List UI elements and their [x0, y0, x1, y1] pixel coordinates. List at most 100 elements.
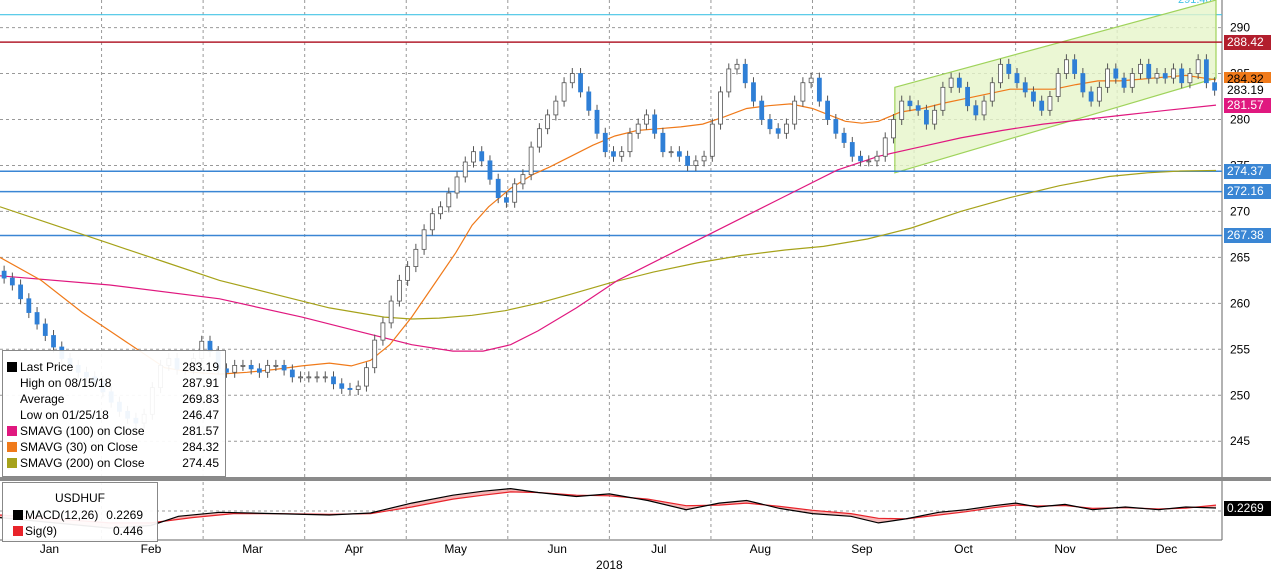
legend-value: 274.45: [182, 456, 219, 470]
price-candle: [693, 160, 699, 166]
price-candle: [816, 77, 822, 102]
price-candle: [891, 119, 896, 139]
price-candle: [899, 100, 905, 120]
legend-value: 283.19: [182, 360, 219, 374]
value-tag: 281.57: [1224, 97, 1271, 113]
price-candle: [380, 322, 386, 341]
legend-swatch: [7, 458, 17, 468]
price-candle: [1129, 73, 1135, 88]
price-candle: [956, 77, 962, 88]
price-candle: [298, 376, 303, 379]
price-candle: [611, 151, 616, 157]
price-candle: [9, 277, 15, 286]
x-tick-label: Apr: [345, 542, 364, 556]
price-candle: [940, 86, 946, 111]
legend-value: 284.32: [182, 440, 219, 454]
x-tick-label: Oct: [954, 542, 973, 556]
year-label: 2018: [596, 558, 623, 572]
price-candle: [553, 100, 559, 116]
legend-label: SMAVG (100) on Close: [20, 424, 145, 438]
level-tag: 272.16: [1224, 184, 1271, 200]
x-tick-label: Jan: [40, 542, 59, 556]
price-candle: [849, 142, 855, 157]
price-candle: [932, 109, 938, 125]
price-candle: [520, 174, 526, 185]
price-candle: [594, 109, 600, 134]
price-candle: [685, 155, 691, 166]
legend-label: Average: [20, 392, 65, 406]
sma200-line: [0, 169, 1217, 320]
price-candle: [882, 137, 888, 157]
price-candle: [784, 123, 789, 134]
legend-label: High on 08/15/18: [20, 376, 112, 390]
price-candle: [42, 323, 48, 336]
price-candle: [1047, 96, 1053, 111]
price-candle: [734, 63, 740, 70]
price-candle: [1080, 73, 1086, 93]
level-tag: 274.37: [1224, 163, 1271, 179]
price-candle: [644, 114, 649, 125]
price-candle: [841, 132, 847, 143]
price-candle: [487, 160, 493, 180]
price-candle: [915, 105, 921, 111]
legend-row-sma200: SMAVG (200) on Close 274.45: [3, 455, 225, 471]
price-candle: [981, 100, 987, 116]
price-candle: [924, 109, 929, 125]
price-candle: [388, 300, 394, 324]
price-candle: [26, 298, 32, 313]
macd-title: USDHUF: [55, 491, 105, 505]
level-tag: 288.42: [1224, 34, 1271, 50]
price-candle: [1, 270, 7, 279]
price-candle: [248, 364, 254, 370]
price-candle: [668, 151, 674, 154]
price-candle: [989, 82, 995, 102]
price-candle: [660, 132, 666, 153]
price-candle: [948, 77, 954, 88]
price-candle: [1006, 63, 1012, 74]
price-candle: [1096, 86, 1102, 102]
x-tick-label: Jul: [651, 542, 666, 556]
price-candle: [619, 151, 625, 157]
price-candle: [569, 73, 575, 84]
price-candle: [792, 100, 798, 125]
price-candle: [874, 155, 880, 162]
price-candle: [1121, 77, 1127, 88]
price-candle: [265, 364, 271, 373]
price-candle: [256, 368, 262, 373]
legend-label: SMAVG (200) on Close: [20, 456, 145, 470]
x-tick-label: Dec: [1156, 542, 1177, 556]
price-candle: [742, 63, 748, 84]
price-candle: [726, 68, 732, 93]
y-tick-label: 245: [1230, 434, 1250, 448]
price-candle: [561, 82, 567, 102]
y-tick-label: 265: [1230, 250, 1250, 264]
price-candle: [635, 123, 641, 134]
price-candle: [1039, 100, 1045, 111]
price-candle: [495, 178, 501, 199]
legend-value: 0.2269: [106, 508, 143, 522]
price-candle: [1171, 68, 1176, 79]
sma100-line: [0, 104, 1217, 352]
price-candle: [759, 100, 765, 120]
price-candle: [751, 82, 756, 102]
price-candle: [1031, 91, 1036, 102]
y-tick-label: 270: [1230, 204, 1250, 218]
price-candle: [355, 385, 361, 390]
price-candle: [965, 86, 970, 107]
price-candle: [429, 213, 435, 231]
price-candle: [701, 155, 707, 162]
legend-value: 281.57: [182, 424, 219, 438]
x-tick-label: Jun: [548, 542, 567, 556]
price-candle: [825, 100, 830, 120]
legend-swatch: [7, 362, 17, 372]
price-candle: [1212, 82, 1218, 91]
legend-label: MACD(12,26): [25, 508, 99, 522]
price-candle: [545, 114, 551, 130]
price-candle: [372, 339, 378, 369]
price-candle: [627, 132, 633, 153]
y-tick-label: 255: [1230, 342, 1250, 356]
price-candle: [578, 73, 583, 93]
price-candle: [396, 279, 402, 302]
price-candle: [998, 63, 1003, 84]
